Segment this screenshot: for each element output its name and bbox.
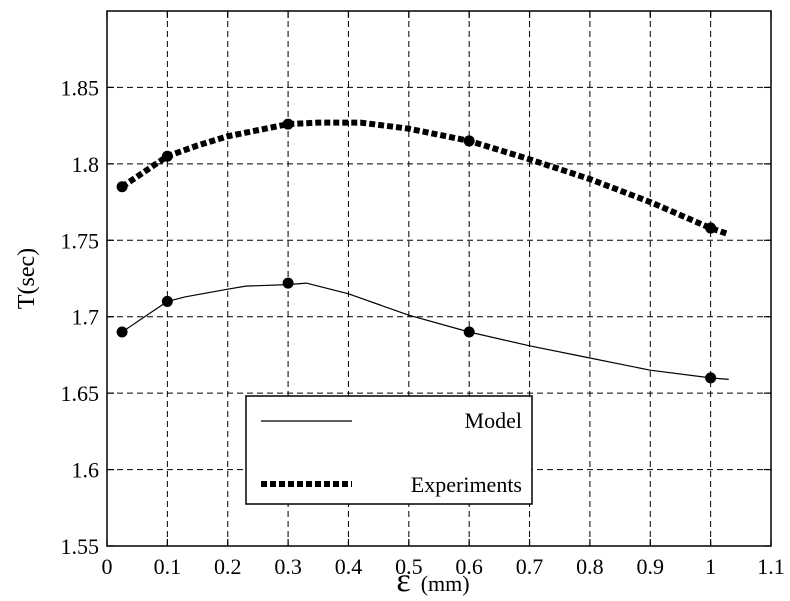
axis-ticks xyxy=(106,11,772,547)
data-point-model xyxy=(282,277,294,289)
x-tick-label: 0.5 xyxy=(395,554,423,579)
x-tick-label: 0.2 xyxy=(214,554,242,579)
x-tick-labels: 0 0.1 0.2 0.3 0.4 0.5 0.6 0.7 0.8 0.9 1 1.1 xyxy=(102,554,785,579)
x-axis-label: ε (mm) xyxy=(396,562,469,599)
series-line-experiments xyxy=(120,119,730,238)
x-tick-label: 1.1 xyxy=(757,554,785,579)
data-point-experiments xyxy=(116,181,128,193)
x-tick-label: 0.9 xyxy=(637,554,665,579)
data-point-experiments xyxy=(282,118,294,130)
y-tick-labels: 1.55 1.6 1.65 1.7 1.75 1.8 1.85 xyxy=(61,75,100,559)
plot-frame xyxy=(106,10,772,547)
data-point-model xyxy=(161,295,173,307)
y-axis-label: T(sec) xyxy=(14,248,40,309)
legend-experiments-label: Experiments xyxy=(411,472,522,497)
y-tick-label: 1.6 xyxy=(72,458,100,483)
y-tick-label: 1.65 xyxy=(61,381,100,406)
x-tick-label: 0.1 xyxy=(154,554,182,579)
x-tick-label: 0.3 xyxy=(274,554,302,579)
y-tick-label: 1.8 xyxy=(72,152,100,177)
series-layer xyxy=(116,118,730,384)
y-tick-label: 1.55 xyxy=(61,534,100,559)
data-point-model xyxy=(705,372,717,384)
x-tick-label: 1 xyxy=(705,554,716,579)
x-tick-label: 0.4 xyxy=(335,554,363,579)
y-tick-label: 1.85 xyxy=(61,75,100,100)
y-tick-label: 1.7 xyxy=(72,305,100,330)
x-tick-label: 0.6 xyxy=(455,554,483,579)
data-point-experiments xyxy=(705,222,717,234)
data-point-experiments xyxy=(463,135,475,147)
series-line-model xyxy=(121,282,729,380)
x-axis-label-unit: (mm) xyxy=(421,571,470,596)
x-tick-label: 0.8 xyxy=(576,554,604,579)
legend-model-label: Model xyxy=(465,408,522,433)
data-point-model xyxy=(116,326,128,338)
data-point-model xyxy=(463,326,475,338)
y-tick-label: 1.75 xyxy=(61,228,100,253)
x-tick-label: 0.7 xyxy=(516,554,544,579)
x-axis-label-symbol: ε xyxy=(396,562,410,599)
legend: Model Experiments xyxy=(245,395,533,505)
x-tick-label: 0 xyxy=(102,554,113,579)
data-point-experiments xyxy=(161,150,173,162)
